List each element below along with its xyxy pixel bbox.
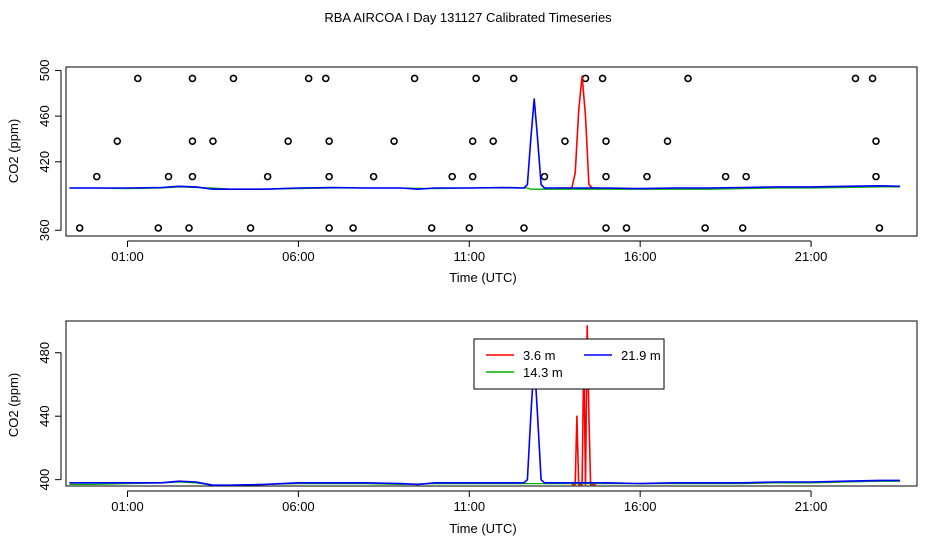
y-axis: 360 420 460 500 xyxy=(37,60,62,241)
sample-marker xyxy=(663,137,672,146)
sample-marker xyxy=(188,74,197,83)
y-tick-label: 440 xyxy=(37,405,52,427)
sample-marker xyxy=(390,137,398,146)
y-tick-label: 460 xyxy=(37,105,52,127)
x-axis-label: Time (UTC) xyxy=(449,521,516,536)
x-tick-label: 16:00 xyxy=(624,249,657,264)
sample-marker xyxy=(872,172,880,181)
sample-marker xyxy=(325,224,333,232)
sample-marker xyxy=(188,137,197,146)
y-tick-label: 500 xyxy=(37,60,52,82)
sample-marker xyxy=(246,224,255,232)
sample-marker xyxy=(598,74,607,83)
sample-marker xyxy=(643,172,651,181)
sample-marker xyxy=(875,224,884,232)
sample-marker xyxy=(369,172,378,181)
sample-marker xyxy=(868,74,877,83)
sample-marker xyxy=(188,172,197,181)
x-tick-label: 01:00 xyxy=(111,249,144,264)
blue-series-line xyxy=(69,98,900,190)
y-tick-label: 420 xyxy=(37,151,52,173)
sample-marker xyxy=(92,172,101,181)
sample-marker xyxy=(75,224,84,232)
x-tick-label: 11:00 xyxy=(453,249,485,264)
sample-marker xyxy=(684,74,692,83)
top-panel: 01:00 06:00 11:00 16:00 21:00 360 420 460 500 T… xyxy=(6,60,918,285)
sample-marker xyxy=(468,172,477,181)
sample-marker xyxy=(561,137,569,146)
sample-marker xyxy=(738,224,747,232)
sample-marker xyxy=(229,74,238,83)
blue-series-line xyxy=(69,358,900,487)
sample-marker xyxy=(602,172,610,181)
sample-marker xyxy=(872,137,880,146)
y-tick-label: 400 xyxy=(37,469,52,491)
sample-marker xyxy=(349,224,357,232)
sample-marker xyxy=(540,172,549,181)
sample-marker xyxy=(742,172,750,181)
sample-marker xyxy=(410,74,419,83)
sample-marker xyxy=(468,137,477,146)
x-axis: 01:00 06:00 11:00 16:00 21:00 xyxy=(111,240,828,264)
x-tick-label: 06:00 xyxy=(282,249,315,264)
sample-marker xyxy=(304,74,313,83)
sample-marker xyxy=(489,137,498,146)
sample-marker xyxy=(851,74,860,83)
sample-marker xyxy=(602,137,610,146)
sample-marker xyxy=(133,74,142,83)
sample-marker xyxy=(465,224,474,232)
sample-marker xyxy=(113,137,122,146)
sample-marker xyxy=(325,137,333,146)
x-tick-label: 16:00 xyxy=(624,499,657,514)
sample-marker xyxy=(154,224,163,232)
legend-label: 21.9 m xyxy=(621,348,661,363)
sample-marker xyxy=(602,224,610,232)
sample-marker xyxy=(472,74,480,83)
bottom-panel: 01:00 06:00 11:00 16:00 21:00 400 440 480 Time… xyxy=(6,320,918,536)
y-tick-label: 480 xyxy=(37,342,52,364)
x-tick-label: 01:00 xyxy=(111,499,144,514)
sample-marker xyxy=(509,74,518,83)
sample-marker xyxy=(701,224,709,232)
sample-marker xyxy=(209,137,217,146)
legend-box xyxy=(473,338,665,390)
plot-frame xyxy=(65,66,918,237)
series-lines xyxy=(69,75,900,190)
sample-marker xyxy=(520,224,528,232)
y-axis: 400 440 480 xyxy=(37,342,62,491)
x-axis-label: Time (UTC) xyxy=(449,270,516,285)
legend: 3.6 m 14.3 m 21.9 m xyxy=(473,338,665,390)
x-axis: 01:00 06:00 11:00 16:00 21:00 xyxy=(111,490,828,514)
sample-markers xyxy=(75,74,884,232)
x-tick-label: 21:00 xyxy=(795,499,828,514)
y-tick-label: 360 xyxy=(37,219,52,241)
y-axis-label: CO2 (ppm) xyxy=(6,373,21,437)
sample-marker xyxy=(164,172,173,181)
sample-marker xyxy=(581,74,590,83)
sample-marker xyxy=(721,172,730,181)
sample-marker xyxy=(321,74,330,83)
plot-frame xyxy=(65,320,918,487)
figure-title: RBA AIRCOA I Day 131127 Calibrated Times… xyxy=(324,10,612,25)
x-tick-label: 06:00 xyxy=(282,499,315,514)
sample-marker xyxy=(185,224,193,232)
x-tick-label: 11:00 xyxy=(453,499,485,514)
y-axis-label: CO2 (ppm) xyxy=(6,119,21,183)
sample-marker xyxy=(622,224,631,232)
sample-marker xyxy=(448,172,456,181)
sample-marker xyxy=(263,172,272,181)
red-series-line xyxy=(558,75,600,189)
sample-marker xyxy=(284,137,292,146)
sample-marker xyxy=(427,224,436,232)
sample-marker xyxy=(325,172,333,181)
legend-label: 3.6 m xyxy=(523,348,556,363)
legend-label: 14.3 m xyxy=(523,365,563,380)
x-tick-label: 21:00 xyxy=(795,249,828,264)
